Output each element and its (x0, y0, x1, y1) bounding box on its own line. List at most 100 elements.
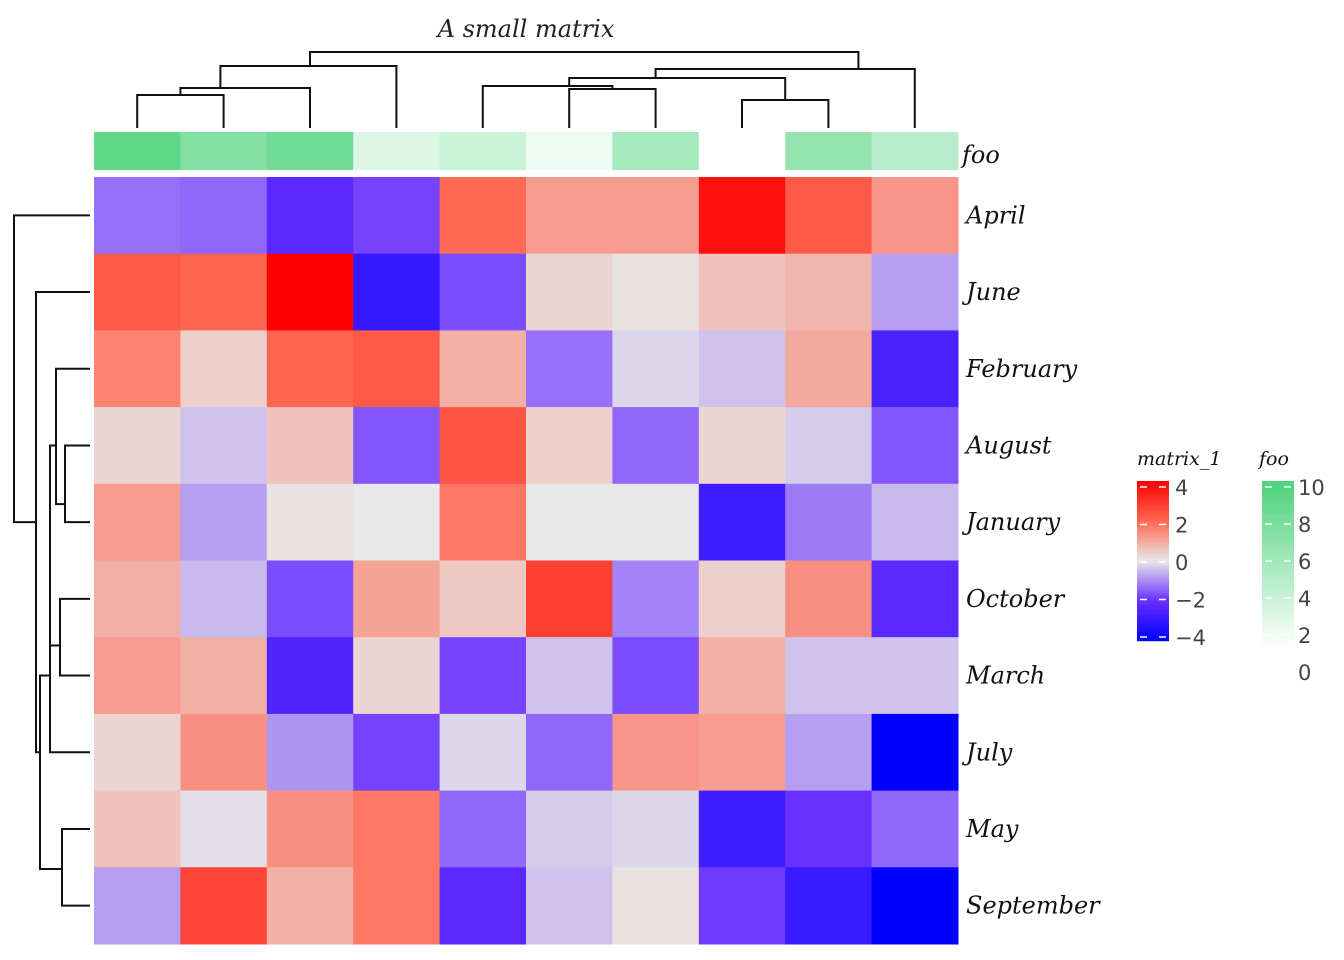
row-label: February (965, 355, 1078, 383)
heatmap-cell (785, 177, 873, 255)
legend-gradient-step (1137, 607, 1169, 610)
chart-title: A small matrix (436, 15, 615, 43)
dendrogram-branch (219, 65, 398, 128)
legend-gradient-step (1137, 611, 1169, 614)
legend-tick-label: 2 (1175, 514, 1188, 538)
legend-gradient-step (1137, 485, 1169, 488)
legend-gradient-step (1137, 579, 1169, 582)
legend-title: matrix_1 (1137, 448, 1221, 470)
legend-gradient-step (1262, 602, 1294, 606)
heatmap-cell (612, 483, 700, 561)
row-label: July (961, 738, 1013, 766)
heatmap-cell (698, 253, 786, 331)
legend-gradient-step (1262, 493, 1294, 496)
legend-gradient-step (1262, 640, 1294, 643)
heatmap-cell (526, 713, 613, 792)
heatmap-cell (785, 713, 873, 792)
legend-gradient-step (1137, 515, 1169, 518)
row-label: September (966, 892, 1101, 920)
legend-gradient-step (1137, 503, 1169, 506)
heatmap-cell (871, 483, 959, 561)
heatmap-cell (353, 330, 441, 408)
heatmap-cell (180, 483, 268, 561)
legend-gradient-step (1137, 635, 1169, 638)
legend-gradient-step (1137, 637, 1169, 640)
legend-gradient-step (1137, 555, 1169, 558)
legend-gradient-step (1137, 517, 1169, 520)
heatmap-cell (180, 560, 268, 638)
legend-gradient-step (1137, 531, 1169, 534)
dendrogram-branch (568, 77, 787, 100)
legend-title: foo (1257, 448, 1289, 470)
legend-gradient-step (1262, 577, 1294, 580)
heatmap-cell (94, 637, 181, 715)
legend-matrix: matrix_1 4 2 0 −2 −4 (1137, 448, 1221, 650)
row-label: June (961, 278, 1021, 306)
annotation-cell (439, 132, 527, 170)
heatmap-cell (266, 560, 354, 638)
legend-gradient-step (1137, 523, 1169, 526)
legend-gradient-step (1137, 483, 1169, 486)
legend-gradient-step (1137, 537, 1169, 540)
legend-gradient-step (1137, 541, 1169, 544)
legend-gradient-step (1137, 627, 1169, 630)
heatmap-cell (871, 253, 959, 331)
heatmap-cell (612, 637, 700, 715)
legend-gradient-step (1137, 563, 1169, 566)
legend-gradient-step (1262, 514, 1294, 517)
legend-gradient-step (1262, 619, 1294, 622)
legend-gradient-step (1137, 509, 1169, 512)
legend-gradient-step (1262, 586, 1294, 589)
dendrogram-branch (741, 99, 830, 128)
row-label: October (966, 585, 1066, 613)
legend-gradient-step (1262, 583, 1294, 587)
legend-gradient-step (1137, 519, 1169, 522)
heatmap-cell (526, 177, 613, 255)
legend-gradient-step (1137, 571, 1169, 574)
dendrogram-branch (64, 444, 90, 524)
heatmap-cell (353, 867, 441, 945)
heatmap-cell (353, 713, 441, 792)
legend-gradient-step (1262, 497, 1294, 501)
legend-gradient-step (1262, 489, 1294, 492)
legend-gradient-step (1137, 613, 1169, 616)
legend-gradient-step (1137, 587, 1169, 590)
legend-gradient-step (1262, 611, 1294, 614)
heatmap-cell (785, 483, 873, 561)
legend-gradient-step (1262, 537, 1294, 540)
legend-foo: foo 10 8 6 4 2 0 (1257, 448, 1325, 685)
row-dendrogram (13, 214, 90, 907)
heatmap-cell (871, 637, 959, 715)
heatmap-cell (612, 177, 700, 255)
heatmap-cell (612, 867, 700, 945)
annotation-cell (266, 132, 354, 170)
heatmap-cell (698, 637, 786, 715)
legend-gradient-step (1262, 504, 1294, 507)
legend-gradient-step (1137, 543, 1169, 546)
legend-gradient-step (1262, 541, 1294, 545)
legend-gradient-step (1262, 581, 1294, 585)
legend-gradient-step (1262, 590, 1294, 593)
legend-gradient-step (1137, 497, 1169, 500)
heatmap-cell (785, 560, 873, 638)
legend-gradient-step (1262, 495, 1294, 498)
heatmap-cell (871, 407, 959, 485)
legend-gradient-step (1137, 539, 1169, 542)
legend-gradient-step (1137, 619, 1169, 622)
legend-gradient-step (1137, 533, 1169, 536)
heatmap-cell (94, 483, 181, 561)
legend-gradient-step (1137, 589, 1169, 592)
legend-gradient-step (1137, 577, 1169, 580)
legend-gradient-step (1137, 495, 1169, 498)
heatmap-cell (698, 790, 786, 868)
heatmap-cell (266, 790, 354, 868)
heatmap-cell (439, 177, 527, 255)
legend-gradient-step (1262, 560, 1294, 564)
legend-gradient-step (1137, 593, 1169, 596)
legend-gradient-step (1137, 601, 1169, 604)
legend-gradient-step (1137, 581, 1169, 584)
heatmap-cell (871, 713, 959, 792)
legend-gradient-step (1262, 604, 1294, 608)
heatmap-cell (526, 330, 613, 408)
